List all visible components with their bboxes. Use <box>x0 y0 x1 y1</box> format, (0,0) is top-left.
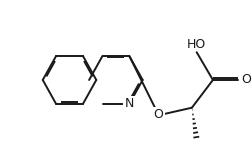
Text: HO: HO <box>187 38 206 51</box>
Text: O: O <box>153 108 163 121</box>
Text: N: N <box>124 98 134 111</box>
Text: O: O <box>241 73 251 87</box>
